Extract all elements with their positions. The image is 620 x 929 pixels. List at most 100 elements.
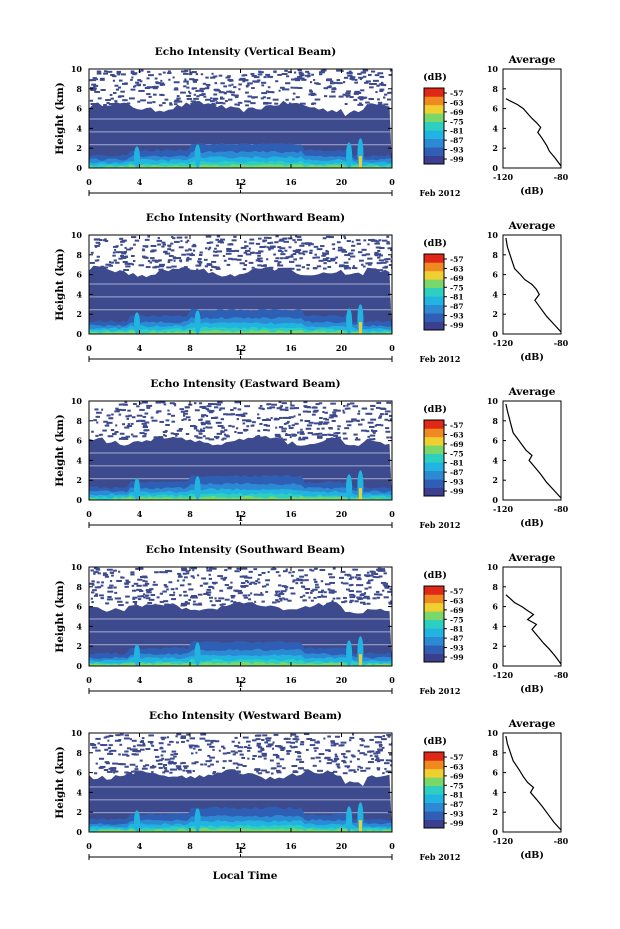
cloud-cell xyxy=(357,765,361,768)
cloud-cell xyxy=(258,250,264,253)
cloud-cell xyxy=(267,571,270,574)
cloud-cell xyxy=(376,84,380,87)
cloud-cell xyxy=(260,747,265,750)
cloud-cell xyxy=(318,71,325,74)
cloud-cell xyxy=(341,753,346,756)
cloud-cell xyxy=(266,745,272,748)
cloud-cell xyxy=(357,103,364,106)
cloud-cell xyxy=(387,735,391,738)
cloud-cell xyxy=(257,772,263,775)
cloud-cell xyxy=(355,574,361,577)
cloud-cell xyxy=(217,575,223,578)
cloud-cell xyxy=(292,239,296,242)
cloud-cell xyxy=(288,267,295,270)
cloud-cell xyxy=(376,256,381,259)
cloud-cell xyxy=(229,413,234,416)
cloud-cell xyxy=(125,265,131,268)
x-tick-label: 0 xyxy=(389,841,395,851)
cloud-cell xyxy=(323,591,327,594)
cloud-cell xyxy=(390,759,392,762)
cloud-cell xyxy=(309,243,314,246)
cloud-cell xyxy=(234,736,238,739)
cloud-cell xyxy=(300,741,305,744)
colorbar-tick-label: -75 xyxy=(450,283,464,292)
colorbar-segment xyxy=(424,287,444,297)
cloud-cell xyxy=(181,740,185,743)
cloud-cell xyxy=(107,595,112,598)
cloud-cell xyxy=(214,247,217,250)
cloud-cell xyxy=(174,87,179,90)
cloud-cell xyxy=(103,768,109,771)
cloud-cell xyxy=(214,435,220,438)
cloud-cell xyxy=(333,757,340,760)
cloud-cell xyxy=(331,90,336,93)
cloud-gap xyxy=(89,618,392,620)
cloud-cell xyxy=(109,752,114,755)
cloud-cell xyxy=(220,238,226,241)
cloud-cell xyxy=(192,243,196,246)
cloud-cell xyxy=(163,764,168,767)
cloud-cell xyxy=(95,268,99,271)
cloud-cell xyxy=(201,93,206,96)
cloud-cell xyxy=(234,751,238,754)
cloud-cell xyxy=(305,748,309,751)
cloud-cell xyxy=(248,242,255,245)
cloud-cell xyxy=(298,75,303,78)
cloud-cell xyxy=(174,103,178,106)
cloud-cell xyxy=(125,601,129,604)
profile-x-label: (dB) xyxy=(520,186,544,197)
cloud-cell xyxy=(180,240,183,243)
cloud-cell xyxy=(312,410,318,413)
cloud-cell xyxy=(152,583,158,586)
cloud-cell xyxy=(195,73,199,76)
cloud-cell xyxy=(252,421,256,424)
cloud-cell xyxy=(314,82,319,85)
cloud-cell xyxy=(270,772,274,775)
cloud-cell xyxy=(203,592,209,595)
x-tick-label: 20 xyxy=(336,509,348,519)
y-tick-label: 6 xyxy=(76,104,82,114)
cloud-cell xyxy=(103,70,108,73)
cloud-cell xyxy=(367,421,374,424)
cloud-cell xyxy=(255,252,261,255)
cloud-cell xyxy=(159,420,164,423)
cloud-cell xyxy=(172,256,177,259)
cloud-cell xyxy=(299,596,303,599)
cloud-cell xyxy=(215,102,221,105)
cloud-cell xyxy=(344,427,350,430)
profile-y-tick-label: 6 xyxy=(492,436,498,446)
cloud-cell xyxy=(183,418,187,421)
cloud-cell xyxy=(390,255,392,258)
cloud-cell xyxy=(179,408,184,411)
cloud-cell xyxy=(216,250,223,253)
cloud-cell xyxy=(189,425,196,428)
cloud-cell xyxy=(266,418,270,421)
cloud-cell xyxy=(115,251,120,254)
cloud-cell xyxy=(123,250,127,253)
cloud-cell xyxy=(206,263,213,266)
cloud-cell xyxy=(117,86,121,89)
cloud-cell xyxy=(238,78,244,81)
cloud-cell xyxy=(253,76,260,79)
cloud-cell xyxy=(324,757,329,760)
cloud-cell xyxy=(383,585,390,588)
cloud-cell xyxy=(368,82,374,85)
cloud-cell xyxy=(135,567,139,570)
cloud-cell xyxy=(354,81,358,84)
cloud-cell xyxy=(337,246,343,249)
cloud-cell xyxy=(188,73,193,76)
cloud-cell xyxy=(327,588,331,591)
cloud-cell xyxy=(237,592,242,595)
cloud-cell xyxy=(244,746,248,749)
cloud-cell xyxy=(334,753,338,756)
cloud-cell xyxy=(162,102,166,105)
cloud-cell xyxy=(115,88,120,91)
cloud-cell xyxy=(144,764,150,767)
cloud-cell xyxy=(112,433,117,436)
cloud-cell xyxy=(282,102,285,105)
cloud-cell xyxy=(120,90,125,93)
cloud-cell xyxy=(379,88,385,91)
cloud-cell xyxy=(93,571,99,574)
cloud-cell xyxy=(91,591,95,594)
cloud-cell xyxy=(330,744,337,747)
